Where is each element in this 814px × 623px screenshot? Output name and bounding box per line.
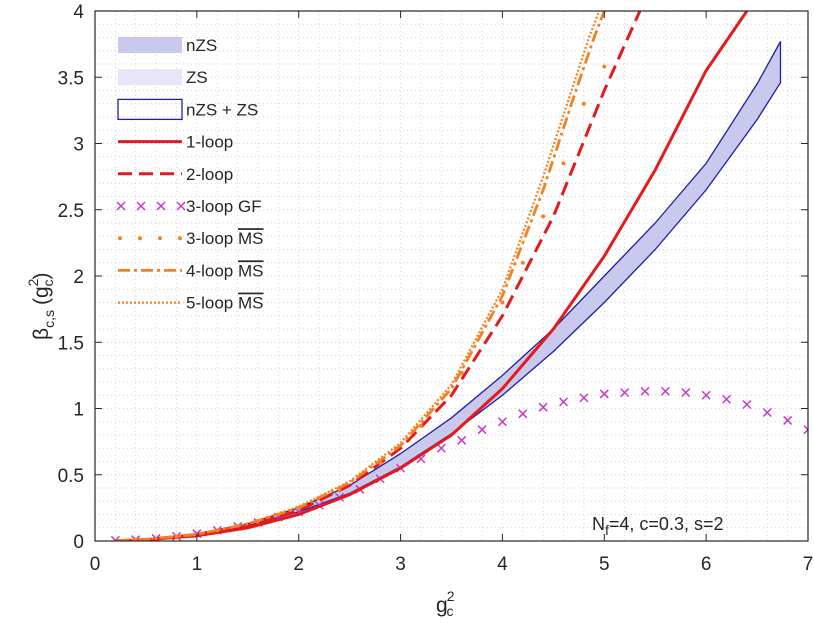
ticks: 0 1 2 3 4 5 6 7 0 0.5 1 1.5 2 2.5 3 3.5 4 bbox=[58, 2, 814, 575]
x-tick-label: 2 bbox=[293, 554, 304, 575]
y-tick-label: 2 bbox=[73, 267, 84, 288]
legend-label-ms: MS bbox=[238, 294, 264, 313]
gf-marker bbox=[620, 388, 630, 398]
legend-label: 3-loop GF bbox=[186, 197, 262, 216]
three-loop-ms-marker bbox=[133, 537, 138, 541]
gf-marker bbox=[701, 390, 711, 400]
gf-marker bbox=[110, 535, 120, 541]
three-loop-ms-marker bbox=[255, 519, 260, 524]
legend-swatch-three-loop-ms bbox=[138, 236, 142, 241]
three-loop-ms-marker bbox=[378, 460, 383, 465]
legend-label: ZS bbox=[186, 68, 208, 87]
gf-marker bbox=[579, 393, 589, 403]
gf-marker bbox=[783, 415, 793, 425]
legend-entry: ZS bbox=[118, 68, 208, 87]
legend-label-ms: MS bbox=[238, 261, 264, 280]
gf-marker bbox=[559, 397, 569, 407]
y-tick-label: 2.5 bbox=[58, 201, 84, 222]
legend-entry: nZS bbox=[118, 36, 217, 55]
gf-marker bbox=[742, 399, 752, 410]
legend-swatch-band bbox=[117, 98, 183, 121]
x-tick-label: 0 bbox=[90, 554, 101, 575]
legend-entry: 3-loop MS bbox=[118, 229, 263, 248]
legend-entry: nZS + ZS bbox=[117, 98, 258, 121]
parameter-annotation: Nf=4, c=0.3, s=2 bbox=[592, 514, 723, 538]
y-tick-label: 1 bbox=[73, 400, 84, 421]
x-tick-label: 3 bbox=[395, 554, 406, 575]
x-tick-label: 1 bbox=[192, 554, 203, 575]
legend-swatch-gf bbox=[136, 201, 146, 211]
y-tick-label: 0.5 bbox=[58, 466, 84, 487]
y-tick-label: 3 bbox=[73, 135, 84, 156]
three-loop-ms-marker bbox=[418, 423, 423, 428]
three-loop-ms-marker bbox=[296, 505, 301, 510]
gf-marker bbox=[640, 386, 650, 396]
gf-marker bbox=[721, 394, 732, 404]
gf-marker bbox=[518, 409, 528, 419]
three-loop-ms-marker bbox=[541, 214, 546, 219]
x-axis-label: g2 c bbox=[436, 588, 455, 619]
gf-marker bbox=[497, 417, 507, 427]
legend-label: 2-loop bbox=[186, 165, 233, 184]
legend-entry: 3-loop GF bbox=[116, 197, 262, 216]
three-loop-ms-marker bbox=[215, 528, 220, 533]
three-loop-ms-marker bbox=[520, 260, 525, 265]
gf-marker bbox=[599, 389, 609, 399]
y-tick-label: 0 bbox=[73, 532, 84, 553]
legend-entry: 5-loop MS bbox=[118, 294, 263, 313]
three-loop-ms-marker bbox=[174, 534, 179, 539]
gf-marker bbox=[681, 388, 691, 398]
legend-swatch-zs bbox=[118, 69, 182, 86]
gf-marker bbox=[660, 386, 670, 396]
y-tick-label: 1.5 bbox=[58, 333, 84, 354]
gf-marker bbox=[762, 407, 772, 418]
three-loop-ms-marker bbox=[581, 101, 586, 106]
gf-marker bbox=[538, 402, 548, 412]
legend-swatch-three-loop-ms bbox=[158, 236, 162, 241]
three-loop-ms-marker bbox=[337, 487, 342, 492]
x-tick-label: 5 bbox=[599, 554, 610, 575]
legend-swatch-gf bbox=[176, 201, 186, 211]
gf-marker bbox=[477, 425, 487, 435]
three-loop-ms-marker bbox=[500, 300, 505, 305]
three-loop-ms-marker bbox=[602, 64, 607, 69]
legend-swatch-three-loop-ms bbox=[118, 236, 122, 241]
legend-label: nZS + ZS bbox=[186, 100, 258, 119]
legend-swatch-gf bbox=[116, 201, 126, 211]
gf-marker bbox=[803, 425, 808, 435]
legend-swatch-gf bbox=[156, 201, 166, 211]
legend-entry: 2-loop bbox=[118, 165, 233, 184]
legend-label-ms: MS bbox=[238, 229, 264, 248]
y-tick-label: 4 bbox=[73, 2, 84, 23]
legend-entry: 4-loop MS bbox=[118, 261, 263, 280]
x-tick-label: 6 bbox=[701, 554, 712, 575]
legend-label: 1-loop bbox=[186, 133, 233, 152]
legend-label: 3-loop MS bbox=[186, 229, 263, 248]
gf-marker bbox=[457, 435, 467, 445]
gf-marker bbox=[436, 443, 446, 453]
y-tick-label: 3.5 bbox=[58, 68, 84, 89]
x-tick-label: 7 bbox=[803, 554, 814, 575]
legend-entry: 1-loop bbox=[118, 133, 233, 152]
three-loop-ms-marker bbox=[561, 161, 566, 166]
legend: nZS ZS nZS + ZS 1-loop 2-loop 3-loop GF 3-loop… bbox=[116, 36, 263, 313]
x-tick-label: 4 bbox=[497, 554, 508, 575]
three-loop-ms-marker bbox=[459, 370, 464, 375]
y-axis-label: βc,s(g2c) bbox=[25, 273, 57, 340]
legend-label: 5-loop MS bbox=[186, 294, 263, 313]
four-loop-line bbox=[115, 11, 606, 541]
legend-swatch-three-loop-ms bbox=[178, 236, 182, 241]
legend-label: nZS bbox=[186, 36, 217, 55]
legend-swatch-nzs bbox=[118, 37, 182, 53]
legend-label: 4-loop MS bbox=[186, 261, 263, 280]
